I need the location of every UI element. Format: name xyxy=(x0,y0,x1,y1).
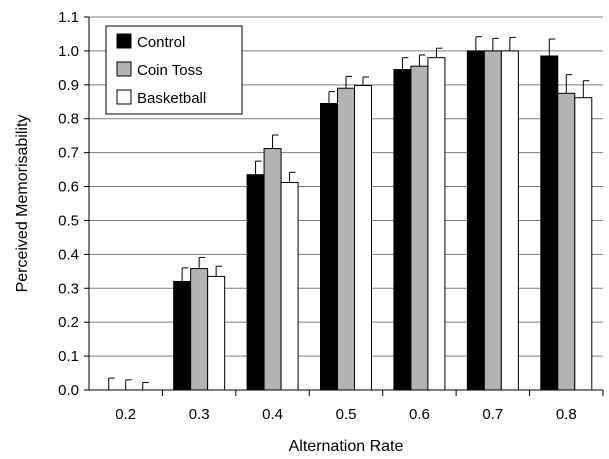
bar-control xyxy=(466,50,485,391)
legend-label: Control xyxy=(137,34,185,51)
bar-control xyxy=(540,55,559,391)
y-tick-label: 1.0 xyxy=(58,43,79,60)
bar-coin-toss xyxy=(337,87,355,391)
x-tick-labels: 0.2 0.3 0.4 0.5 0.6 0.7 0.8 xyxy=(115,390,604,423)
y-axis-title: Perceived Memorisability xyxy=(14,115,31,293)
legend-label: Basketball xyxy=(137,90,206,107)
bar-basketball xyxy=(280,181,299,391)
axes xyxy=(88,17,603,391)
y-tick-label: 0.8 xyxy=(58,111,79,128)
bar-basketball xyxy=(354,84,372,391)
y-tick-label: 0.2 xyxy=(58,314,79,331)
y-tick-label: 0.0 xyxy=(58,382,79,399)
x-tick-label: 0.5 xyxy=(336,406,357,423)
legend-label: Coin Toss xyxy=(137,62,203,79)
legend-swatch xyxy=(116,89,132,105)
bar-coin-toss xyxy=(557,92,576,391)
y-tick-label: 0.3 xyxy=(58,280,79,297)
bar-coin-toss xyxy=(263,148,282,391)
y-tick-label: 1.1 xyxy=(58,9,79,26)
bar-control xyxy=(246,174,265,391)
x-tick-label: 0.3 xyxy=(189,406,210,423)
bar-basketball xyxy=(500,50,519,391)
legend-swatch xyxy=(116,61,132,77)
bar-control xyxy=(173,280,192,391)
bar-control xyxy=(393,69,412,391)
bar-control xyxy=(320,102,338,391)
bar-coin-toss xyxy=(410,65,429,391)
bar-basketball xyxy=(427,57,446,391)
bar-basketball xyxy=(207,275,226,391)
y-tick-label: 0.1 xyxy=(58,348,79,365)
x-tick-label: 0.6 xyxy=(409,406,430,423)
bar-basketball xyxy=(574,97,593,391)
error-bars xyxy=(108,36,590,390)
y-tick-label: 0.9 xyxy=(58,77,79,94)
bar-coin-toss xyxy=(483,50,502,391)
y-tick-label: 0.6 xyxy=(58,179,79,196)
y-tick-labels: 0.0 0.1 0.2 0.3 0.4 0.5 0.6 0.7 0.8 0.9 1.0 1.1 xyxy=(58,9,89,399)
y-tick-label: 0.5 xyxy=(58,212,79,229)
x-axis-title: Alternation Rate xyxy=(289,438,404,455)
x-tick-label: 0.4 xyxy=(262,406,283,423)
legend-swatch xyxy=(116,33,132,49)
y-tick-label: 0.7 xyxy=(58,145,79,162)
x-tick-label: 0.2 xyxy=(115,406,136,423)
y-tick-label: 0.4 xyxy=(58,246,79,263)
x-tick-label: 0.8 xyxy=(556,406,577,423)
legend: Control Coin Toss Basketball xyxy=(105,25,243,115)
x-tick-label: 0.7 xyxy=(482,406,503,423)
bar-coin-toss xyxy=(190,268,209,391)
